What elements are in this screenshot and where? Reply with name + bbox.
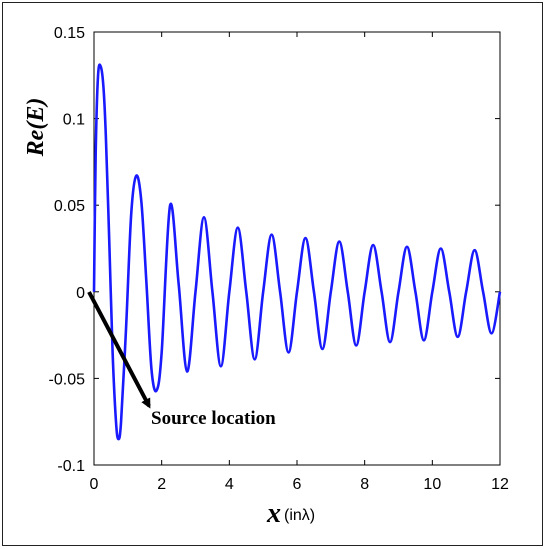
series-line bbox=[92, 63, 502, 441]
x-tick-label: 12 bbox=[491, 476, 509, 493]
annotation-arrow bbox=[87, 291, 151, 409]
x-tick-label: 0 bbox=[90, 476, 99, 493]
figure-frame bbox=[2, 2, 543, 546]
y-tick-label: -0.1 bbox=[57, 458, 85, 475]
x-axis-label: x bbox=[266, 498, 281, 529]
axis-ticks bbox=[93, 31, 501, 466]
y-tick-label: 0.1 bbox=[63, 112, 85, 129]
plot-area bbox=[93, 31, 501, 466]
y-axis-label: Re(E) bbox=[23, 98, 49, 158]
x-tick-label: 4 bbox=[225, 476, 234, 493]
x-tick-label: 2 bbox=[157, 476, 166, 493]
y-tick-label: 0.15 bbox=[54, 25, 85, 42]
y-tick-label: 0 bbox=[76, 285, 85, 302]
x-axis-unit: (inλ) bbox=[284, 507, 315, 524]
annotation-text: Source location bbox=[151, 408, 276, 429]
x-tick-label: 8 bbox=[360, 476, 369, 493]
x-tick-label: 10 bbox=[423, 476, 441, 493]
y-tick-label: 0.05 bbox=[54, 198, 85, 215]
y-tick-label: -0.05 bbox=[49, 371, 86, 388]
x-tick-label: 6 bbox=[293, 476, 302, 493]
tick-labels: 0 2 4 6 8 10 12 -0.1 -0.05 0 0.05 0.1 0.15 bbox=[49, 25, 509, 493]
